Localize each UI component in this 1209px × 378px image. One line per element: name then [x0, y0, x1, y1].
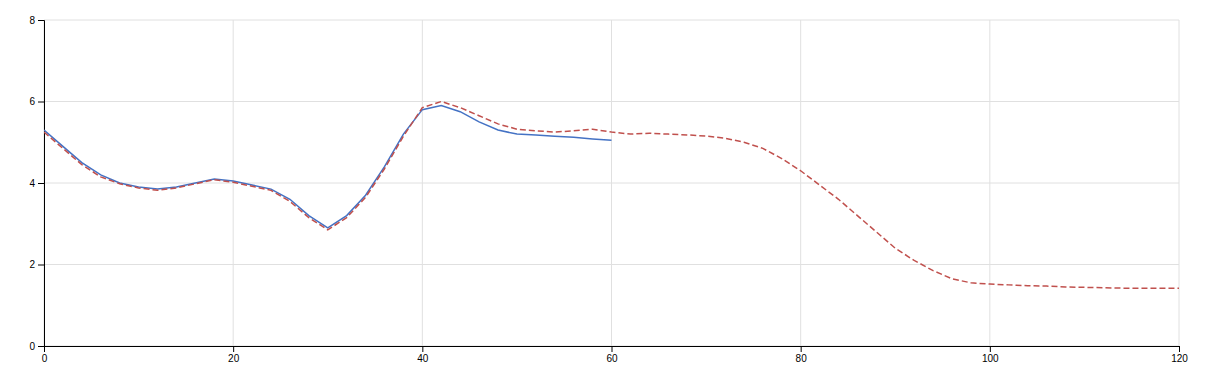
- plot: 0 20 40 60 80 100 120 0 2 4 6 8: [29, 15, 1188, 364]
- tick: 40: [417, 346, 429, 364]
- tick: 60: [606, 346, 618, 364]
- tick-mark: [801, 346, 802, 352]
- tick-label: 2: [29, 259, 35, 270]
- tick-label: 40: [417, 353, 429, 364]
- axis-line: [38, 21, 45, 347]
- tick-mark: [233, 346, 234, 352]
- tick-label: 60: [606, 353, 618, 364]
- tick-mark: [38, 102, 44, 103]
- tick-mark: [422, 346, 423, 352]
- tick: 120: [1171, 346, 1188, 364]
- grid-line: [44, 101, 1179, 102]
- tick-mark: [1179, 346, 1180, 352]
- grid-line: [44, 20, 1179, 21]
- x-axis: 0 20 40 60 80 100 120: [42, 346, 1189, 364]
- tick-label: 80: [796, 353, 808, 364]
- tick: 80: [796, 346, 808, 364]
- tick-mark: [612, 346, 613, 352]
- tick-label: 8: [29, 15, 35, 26]
- grid-line: [44, 264, 1179, 265]
- grid-line: [44, 183, 1179, 184]
- tick-label: 0: [29, 341, 35, 352]
- axis-line: [45, 347, 1180, 353]
- tick-mark: [38, 265, 44, 266]
- tick-label: 0: [42, 353, 48, 364]
- tick-label: 4: [29, 178, 35, 189]
- y-axis: 0 2 4 6 8: [29, 15, 44, 352]
- tick: 2: [29, 259, 44, 270]
- tick-label: 120: [1171, 353, 1188, 364]
- tick: 100: [982, 346, 999, 364]
- tick-mark: [38, 183, 44, 184]
- tick: 8: [29, 15, 44, 26]
- series-line: [44, 102, 1179, 289]
- tick: 0: [42, 346, 48, 364]
- series-line: [44, 106, 612, 228]
- grid: [44, 20, 1179, 346]
- tick-mark: [990, 346, 991, 352]
- tick-mark: [38, 20, 44, 21]
- chart: 0 20 40 60 80 100 120 0 2 4 6 8: [0, 0, 1209, 378]
- tick-mark: [38, 346, 44, 347]
- lines: [44, 102, 1179, 289]
- tick: 20: [228, 346, 240, 364]
- tick-label: 20: [228, 353, 240, 364]
- tick: 0: [29, 341, 44, 352]
- tick: 6: [29, 96, 44, 107]
- tick: 4: [29, 178, 44, 189]
- tick-label: 100: [982, 353, 999, 364]
- tick-label: 6: [29, 96, 35, 107]
